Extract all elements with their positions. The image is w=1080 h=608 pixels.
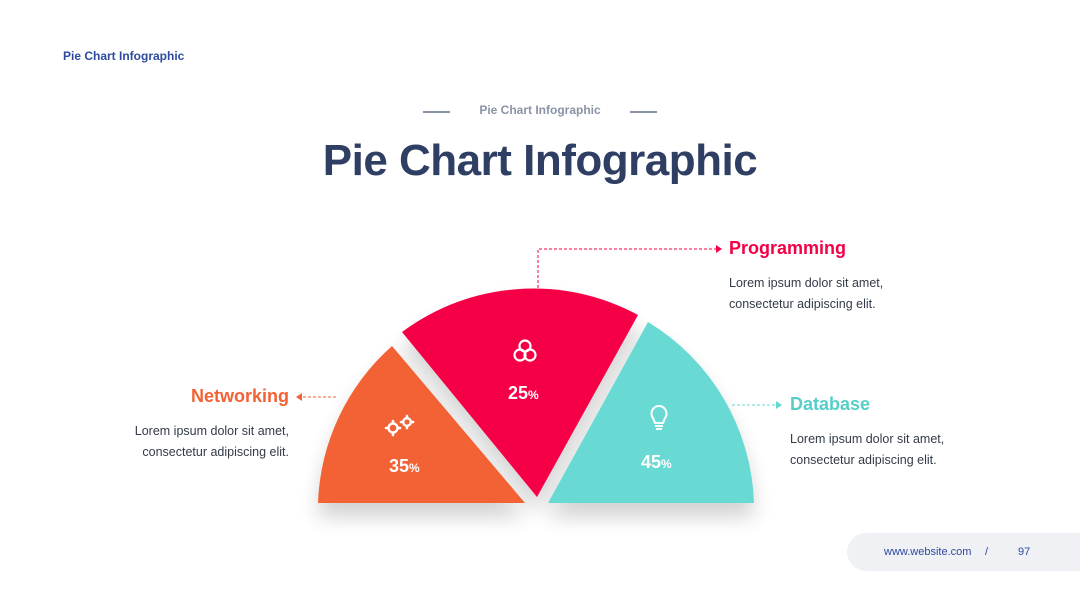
desc-networking-line2: consectetur adipiscing elit.	[142, 445, 289, 459]
value-database: 45%	[641, 452, 672, 472]
label-database: Database	[790, 394, 871, 414]
slice-programming	[402, 288, 638, 497]
subtitle-left-line	[423, 111, 450, 113]
value-programming-unit: %	[528, 388, 539, 402]
slice-networking	[318, 346, 525, 503]
connector-programming-arrow	[716, 245, 722, 253]
desc-programming: Lorem ipsum dolor sit amet, consectetur …	[729, 273, 929, 315]
desc-networking-line1: Lorem ipsum dolor sit amet,	[134, 424, 289, 438]
lightbulb-icon	[650, 405, 668, 430]
footer-url[interactable]: www.website.com	[884, 546, 972, 558]
desc-programming-line2: consectetur adipiscing elit.	[729, 297, 876, 311]
desc-database-line1: Lorem ipsum dolor sit amet,	[790, 432, 945, 446]
page-title: Pie Chart Infographic	[322, 136, 758, 185]
connector-programming	[537, 248, 716, 288]
value-database-number: 45	[641, 452, 661, 472]
subtitle: Pie Chart Infographic	[479, 103, 601, 117]
subtitle-right-line	[630, 111, 657, 113]
desc-networking: Lorem ipsum dolor sit amet, consectetur …	[89, 421, 289, 463]
label-networking: Networking	[190, 386, 289, 406]
subtitle-row: Pie Chart Infographic	[0, 103, 1080, 121]
value-database-unit: %	[661, 457, 672, 471]
corner-title: Pie Chart Infographic	[63, 49, 185, 63]
value-programming: 25%	[508, 383, 539, 403]
footer-separator: /	[985, 546, 989, 558]
desc-database-line2: consectetur adipiscing elit.	[790, 453, 937, 467]
desc-database: Lorem ipsum dolor sit amet, consectetur …	[790, 429, 990, 471]
footer-pill	[847, 533, 1080, 571]
value-programming-number: 25	[508, 383, 528, 403]
gears-icon	[384, 414, 415, 437]
connector-database-arrow	[776, 401, 782, 409]
value-networking: 35%	[389, 456, 420, 476]
venn-circles-icon	[513, 339, 537, 362]
value-networking-unit: %	[409, 461, 420, 475]
desc-programming-line1: Lorem ipsum dolor sit amet,	[729, 276, 884, 290]
value-networking-number: 35	[389, 456, 409, 476]
label-programming: Programming	[729, 238, 847, 258]
connector-networking-arrow	[296, 393, 302, 401]
page-number: 97	[1018, 546, 1031, 558]
